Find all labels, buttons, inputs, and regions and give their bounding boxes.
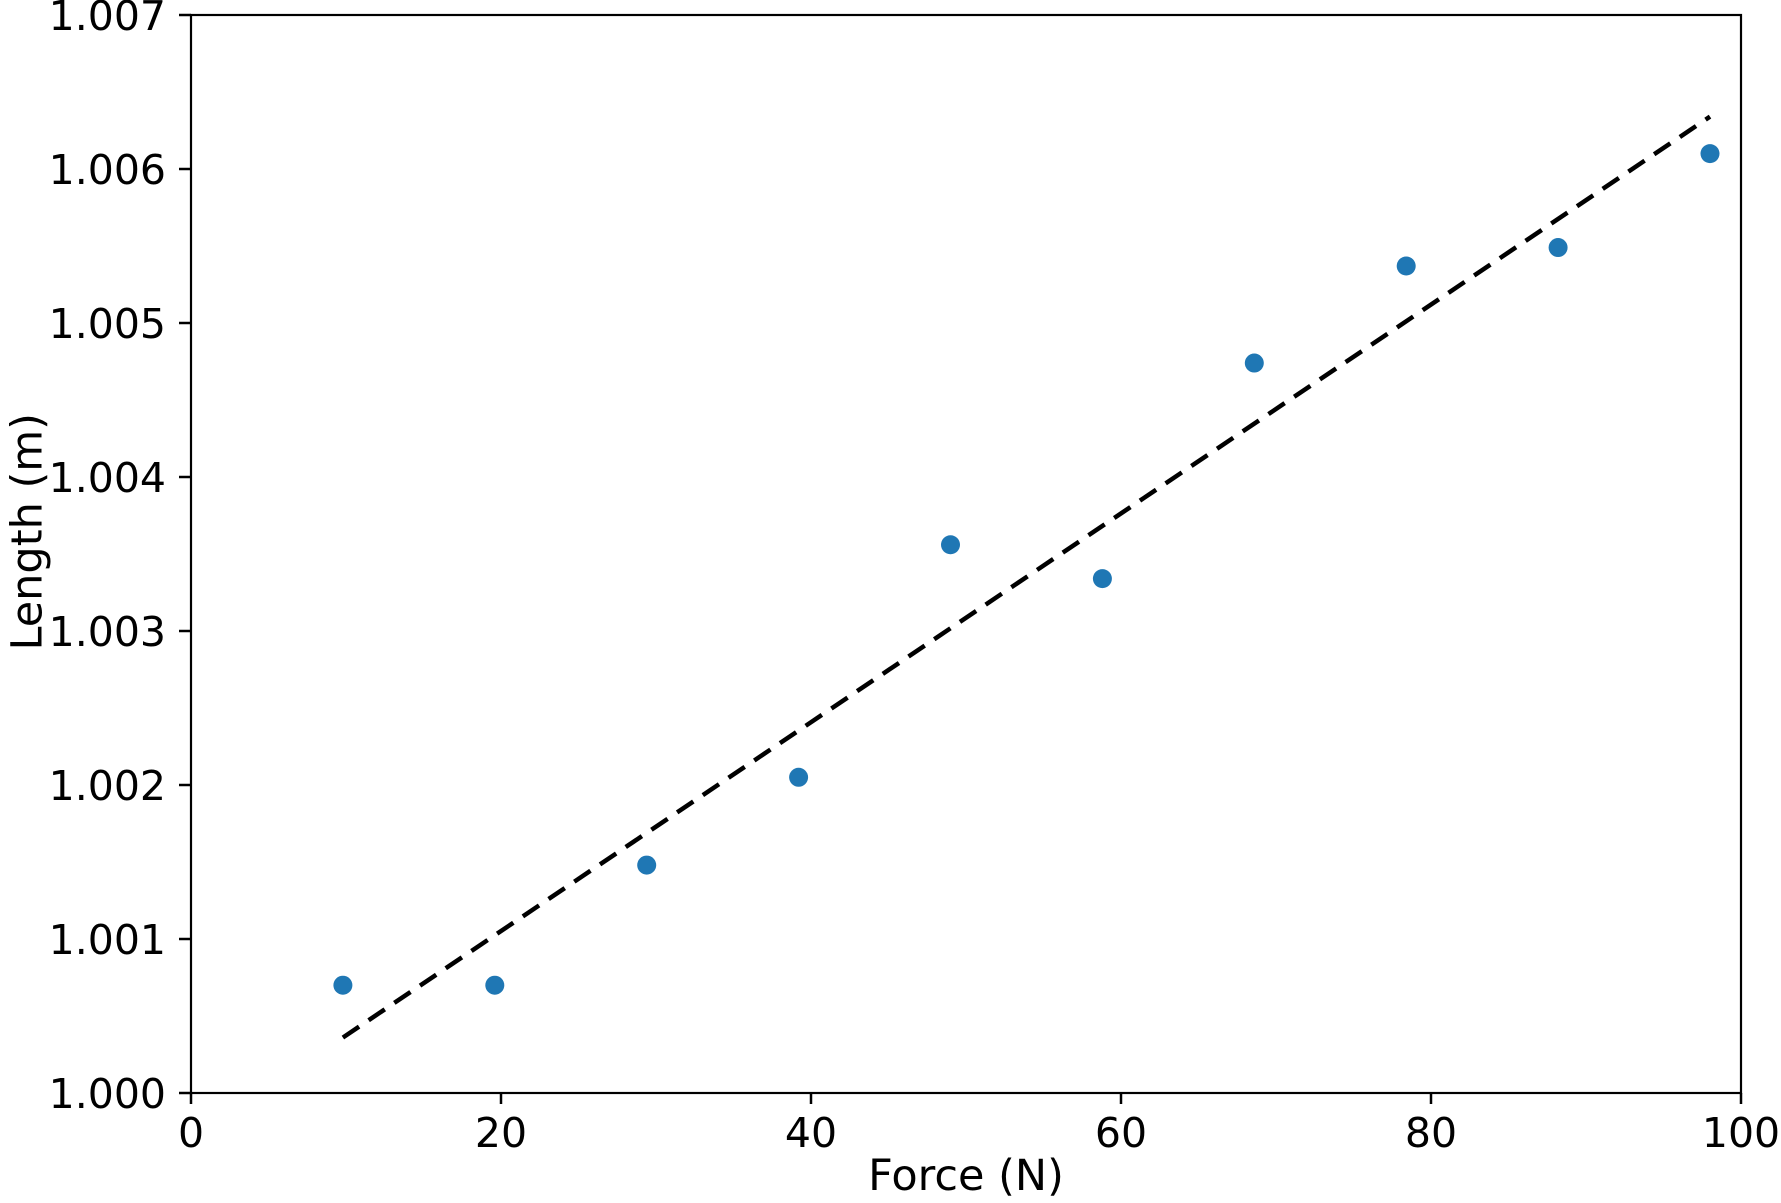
x-tick-label: 0 xyxy=(178,1109,204,1157)
data-point xyxy=(789,767,809,787)
data-point xyxy=(1092,569,1112,589)
x-tick-label: 60 xyxy=(1095,1109,1147,1157)
y-tick-label: 1.005 xyxy=(49,300,166,348)
y-tick-label: 1.006 xyxy=(49,146,166,194)
y-tick-label: 1.000 xyxy=(49,1070,166,1118)
linear-fit-line xyxy=(341,114,1712,1040)
data-point xyxy=(637,855,657,875)
y-tick-label: 1.001 xyxy=(49,916,166,964)
x-tick-label: 80 xyxy=(1405,1109,1457,1157)
data-point xyxy=(1548,238,1568,258)
x-tick-label: 20 xyxy=(475,1109,527,1157)
data-point xyxy=(1700,144,1720,164)
data-point xyxy=(1244,353,1264,373)
data-point xyxy=(1396,256,1416,276)
y-axis-label: Length (m) xyxy=(2,413,53,651)
x-tick-label: 100 xyxy=(1702,1109,1780,1157)
y-tick-label: 1.002 xyxy=(49,762,166,810)
y-tick-label: 1.003 xyxy=(49,608,166,656)
y-tick-label: 1.007 xyxy=(49,0,166,40)
data-point xyxy=(941,535,960,555)
x-axis-label: Force (N) xyxy=(868,1151,1064,1201)
data-point xyxy=(333,975,353,995)
x-tick-label: 40 xyxy=(785,1109,837,1157)
axes-frame xyxy=(189,13,1743,1095)
y-tick-label: 1.004 xyxy=(49,454,166,502)
data-point xyxy=(485,975,505,995)
